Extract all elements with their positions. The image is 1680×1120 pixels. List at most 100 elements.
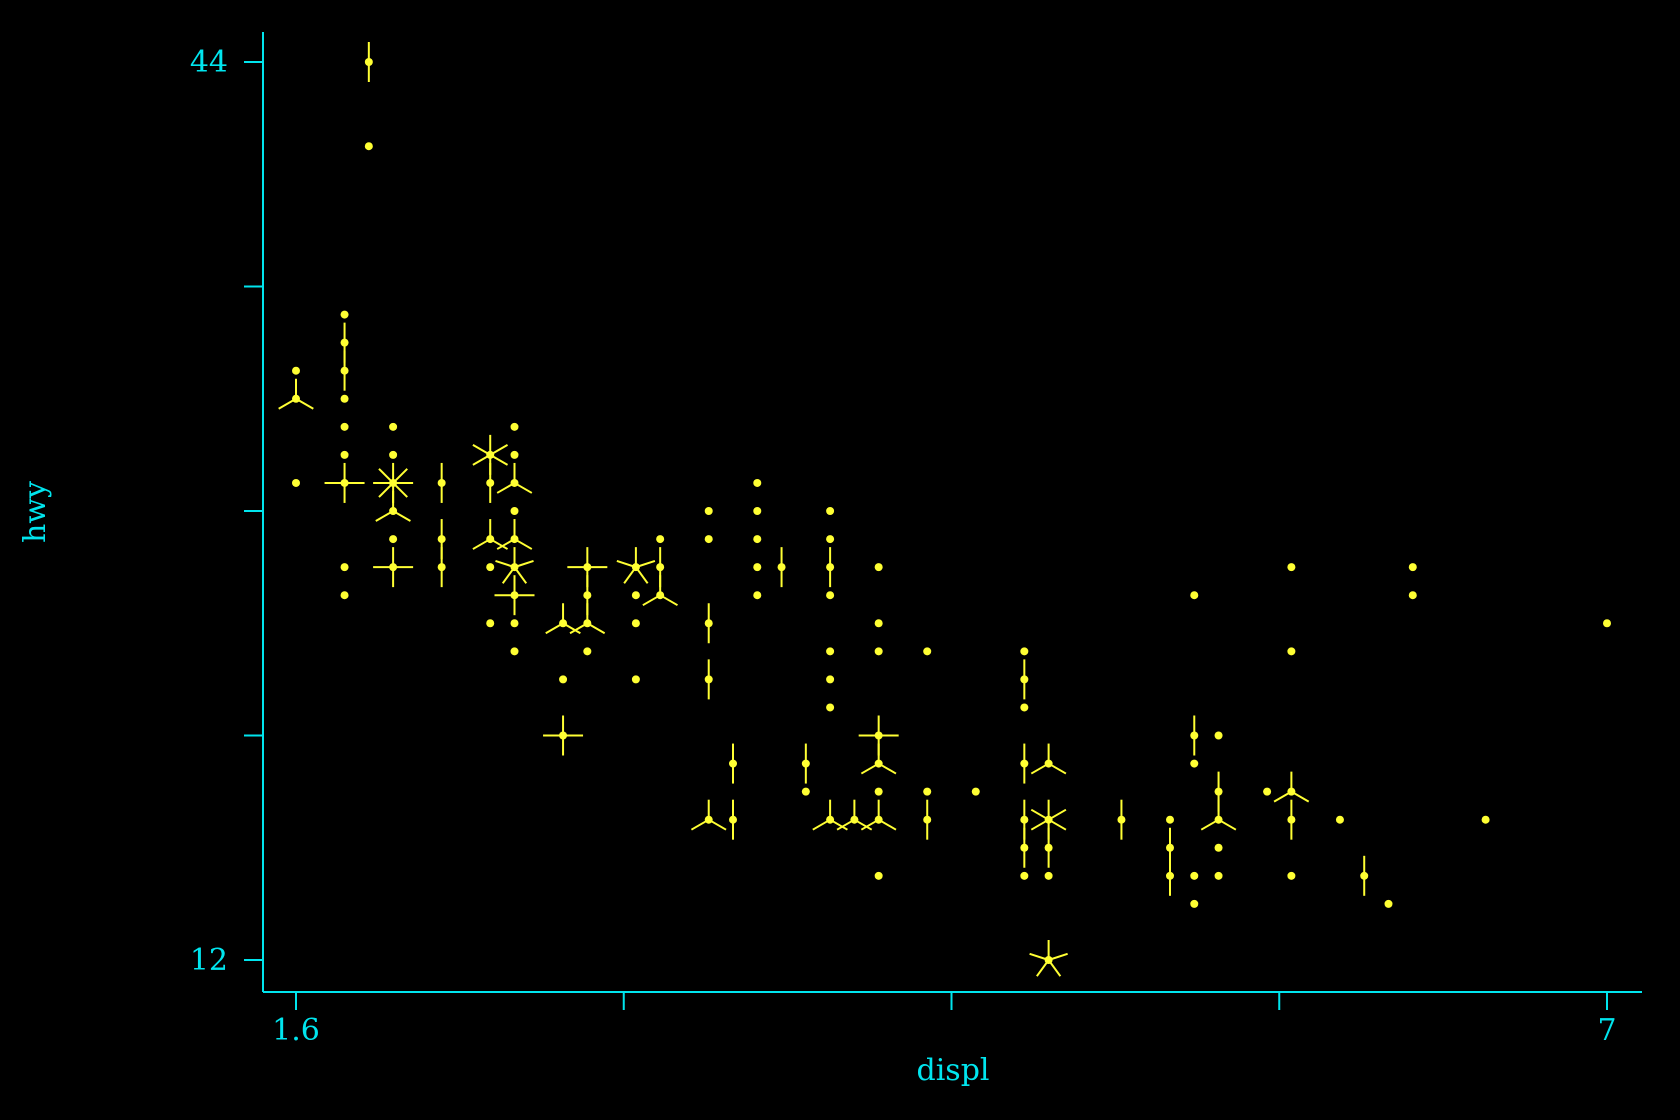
point-dot <box>1190 899 1199 908</box>
sunflower-point <box>1044 827 1053 868</box>
sunflower-point <box>704 659 713 700</box>
sunflower-point <box>1020 647 1029 656</box>
point-dot <box>510 422 519 431</box>
petal <box>1290 790 1310 803</box>
petal <box>1048 808 1067 821</box>
point-dot <box>826 647 835 656</box>
sunflower-point <box>340 422 349 431</box>
petal <box>513 566 528 584</box>
axes <box>262 32 1642 993</box>
point-dot <box>1190 871 1199 880</box>
sunflower-point <box>340 350 349 391</box>
petal <box>635 566 649 584</box>
petal <box>642 594 661 607</box>
point-dot <box>340 591 349 600</box>
point-dot <box>389 535 398 544</box>
sunflower-point <box>923 787 932 796</box>
ticks: 1.6 7 12 44 <box>190 45 1617 1048</box>
petal <box>472 444 491 456</box>
x-tick-label: 7 <box>1597 1013 1616 1048</box>
petal <box>392 482 408 498</box>
sunflower-point <box>1020 703 1029 712</box>
petal <box>392 510 411 522</box>
point-dot <box>1287 871 1296 880</box>
sunflower-point <box>1214 871 1223 880</box>
petal <box>836 818 855 831</box>
point-dot <box>389 450 398 459</box>
y-axis-title: hwy <box>18 481 53 543</box>
point-dot <box>631 619 640 628</box>
point-dot <box>826 703 835 712</box>
sunflower-point <box>545 603 581 635</box>
sunflower-point <box>1287 871 1296 880</box>
petal <box>489 538 509 550</box>
sunflower-point <box>801 787 810 796</box>
point-dot <box>340 450 349 459</box>
petal <box>1048 818 1067 831</box>
petal <box>586 622 606 635</box>
sunflower-point <box>826 591 835 600</box>
point-dot <box>1287 563 1296 572</box>
petal <box>472 538 491 550</box>
sunflower-point <box>631 591 640 600</box>
point-dot <box>704 507 713 515</box>
petal <box>860 818 880 831</box>
point-dot <box>389 422 398 431</box>
y-tick-label: 44 <box>190 45 228 80</box>
petal <box>378 482 394 498</box>
petal <box>1048 762 1067 775</box>
petal <box>878 818 897 831</box>
sunflower-point <box>704 535 713 544</box>
petal <box>1218 818 1237 831</box>
point-dot <box>486 619 495 628</box>
sunflower-point <box>1287 799 1296 840</box>
petal <box>1273 790 1292 803</box>
sunflower-point <box>1166 855 1174 896</box>
petal <box>278 397 297 410</box>
petal <box>392 468 408 484</box>
sunflower-point <box>340 450 349 459</box>
petal <box>472 454 491 466</box>
point-dot <box>826 507 835 515</box>
point-dot <box>1481 815 1490 824</box>
point-dot <box>1408 591 1417 600</box>
sunflower-point <box>437 547 446 588</box>
sunflower-point <box>340 394 349 403</box>
point-dot <box>583 647 592 656</box>
sunflower-point <box>801 743 810 784</box>
sunflower-point <box>1044 871 1053 880</box>
petal <box>496 538 516 550</box>
sunflower-point <box>373 547 414 588</box>
sunflower-point <box>874 871 883 880</box>
point-dot <box>1214 731 1223 740</box>
point-dot <box>704 535 713 544</box>
sunflower-point <box>826 675 835 684</box>
petal <box>489 444 509 456</box>
petal <box>562 622 581 635</box>
point-dot <box>753 535 762 544</box>
sunflower-point <box>826 535 835 544</box>
point-dot <box>510 450 519 459</box>
petal <box>635 559 656 569</box>
point-dot <box>1287 647 1296 656</box>
sunflower-point <box>364 142 373 151</box>
sunflower-point <box>704 507 713 515</box>
petal <box>1047 959 1062 977</box>
sunflower-point <box>860 743 897 775</box>
sunflower-point <box>1408 563 1417 572</box>
point-dot <box>1214 871 1223 880</box>
sunflower-point <box>923 647 932 656</box>
sunflower-point <box>389 422 398 431</box>
petal <box>659 594 678 607</box>
sunflower-point <box>510 422 519 431</box>
sunflower-point <box>1335 815 1344 824</box>
point-dot <box>874 647 883 656</box>
sunflower-point <box>1384 899 1393 908</box>
sunflower-point <box>510 619 519 628</box>
point-dot <box>753 563 762 572</box>
sunflower-point <box>1020 827 1029 868</box>
sunflower-point <box>1263 787 1272 796</box>
point-dot <box>1166 815 1174 824</box>
point-dot <box>510 507 519 515</box>
